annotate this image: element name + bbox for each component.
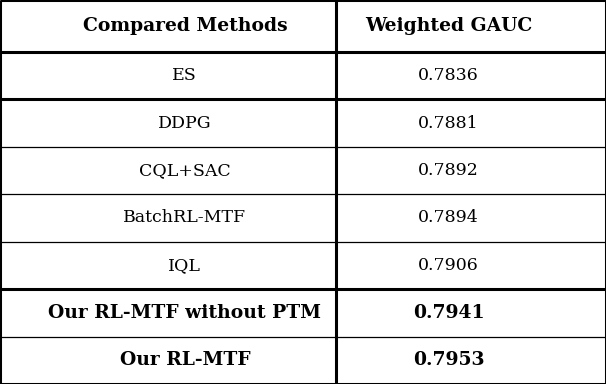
Text: DDPG: DDPG xyxy=(158,114,211,131)
Text: 0.7894: 0.7894 xyxy=(418,209,479,227)
Text: 0.7906: 0.7906 xyxy=(418,257,479,274)
Text: 0.7892: 0.7892 xyxy=(418,162,479,179)
Text: ES: ES xyxy=(173,67,197,84)
Text: Our RL-MTF: Our RL-MTF xyxy=(119,351,250,369)
Text: Weighted GAUC: Weighted GAUC xyxy=(365,17,532,35)
Text: 0.7836: 0.7836 xyxy=(418,67,479,84)
Text: 0.7881: 0.7881 xyxy=(418,114,479,131)
Text: Our RL-MTF without PTM: Our RL-MTF without PTM xyxy=(48,304,321,322)
Text: Compared Methods: Compared Methods xyxy=(82,17,287,35)
Text: IQL: IQL xyxy=(168,257,201,274)
Text: BatchRL-MTF: BatchRL-MTF xyxy=(123,209,247,227)
Text: 0.7941: 0.7941 xyxy=(413,304,484,322)
Text: CQL+SAC: CQL+SAC xyxy=(139,162,231,179)
Text: 0.7953: 0.7953 xyxy=(413,351,484,369)
